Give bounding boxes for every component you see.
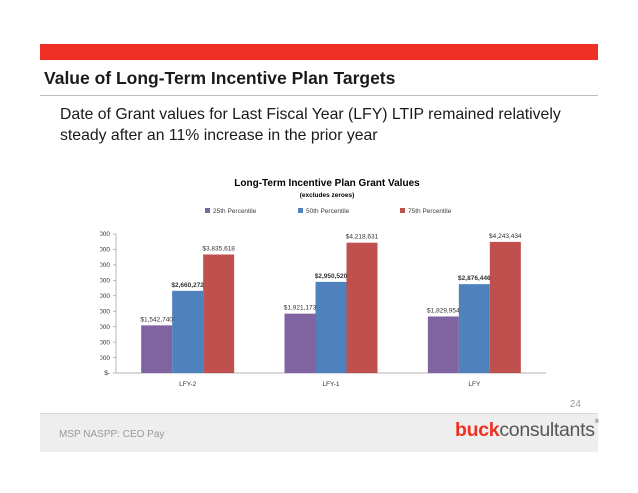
bar-lfy-2	[458, 284, 490, 373]
y-tick-label: $3,500,000	[100, 262, 110, 269]
y-tick-label: $2,000,000	[100, 308, 110, 315]
ltip-bar-chart: Long-Term Incentive Plan Grant Values (e…	[100, 178, 546, 388]
x-tick-label: LFY	[468, 381, 481, 388]
page-number: 24	[569, 399, 581, 410]
bar-lfy-2-3	[203, 254, 235, 373]
y-tick-label: $3,000,000	[100, 278, 110, 285]
legend-label-1: 25th Percentile	[213, 208, 257, 215]
bar-lfy-1-1	[284, 313, 316, 373]
y-tick-label: $2,500,000	[100, 293, 110, 300]
y-tick-label: $-	[104, 370, 110, 377]
data-label: $4,243,434	[489, 233, 522, 240]
buck-consultants-logo: buckconsultants®	[455, 419, 599, 441]
header-accent-bar	[40, 44, 598, 60]
legend-swatch-3	[400, 208, 405, 213]
data-label: $3,835,618	[202, 246, 235, 253]
legend-label-2: 50th Percentile	[306, 208, 350, 215]
bar-lfy-3	[489, 241, 521, 373]
title-divider	[40, 95, 598, 96]
y-tick-label: $500,000	[100, 355, 110, 362]
data-label: $1,829,954	[427, 307, 460, 314]
data-label: $1,921,173	[284, 305, 317, 312]
footer-text: MSP NASPP: CEO Pay	[59, 429, 165, 440]
data-label: $1,542,740	[140, 316, 173, 323]
chart-title: Long-Term Incentive Plan Grant Values	[234, 178, 420, 189]
y-tick-label: $4,000,000	[100, 247, 110, 254]
bar-lfy-2-2	[172, 290, 204, 373]
legend-swatch-1	[205, 208, 210, 213]
data-label: $4,218,631	[346, 234, 379, 241]
x-tick-label: LFY-2	[179, 381, 196, 388]
chart-subtitle: (excludes zeroes)	[300, 192, 355, 199]
bar-lfy-2-1	[141, 325, 173, 373]
y-tick-label: $1,000,000	[100, 339, 110, 346]
x-axis: LFY-2 LFY-1 LFY	[179, 381, 481, 388]
x-tick-label: LFY-1	[322, 381, 339, 388]
legend-label-3: 75th Percentile	[408, 208, 452, 215]
chart-legend: 25th Percentile 50th Percentile 75th Perce…	[205, 208, 452, 215]
bar-lfy-1-2	[315, 281, 347, 373]
footer: MSP NASPP: CEO Pay buckconsultants®	[40, 413, 599, 452]
slide-title: Value of Long-Term Incentive Plan Target…	[44, 68, 396, 88]
legend-swatch-2	[298, 208, 303, 213]
bar-lfy-1	[427, 316, 459, 373]
data-label: $2,876,446	[458, 275, 491, 282]
y-tick-label: $1,500,000	[100, 324, 110, 331]
bar-lfy-1-3	[346, 242, 378, 373]
bars	[141, 241, 521, 373]
data-label: $2,660,272	[171, 282, 204, 289]
slide-subtitle: Date of Grant values for Last Fiscal Yea…	[60, 106, 561, 144]
data-label: $2,950,520	[315, 273, 348, 280]
data-labels: $1,542,740 $2,660,272 $3,835,618 $1,921,173…	[140, 233, 522, 323]
y-tick-label: $4,500,000	[100, 231, 110, 238]
